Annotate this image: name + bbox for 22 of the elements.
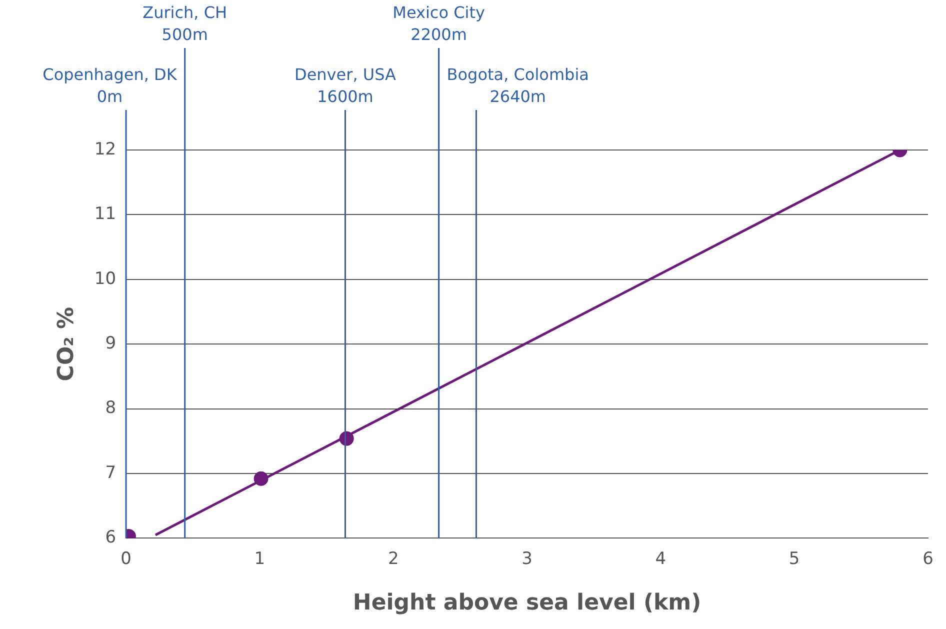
- y-tick-label: 8: [105, 398, 116, 418]
- x-tick-label: 1: [254, 548, 266, 569]
- x-tick-label: 2: [388, 548, 399, 569]
- y-tick-label: 12: [94, 139, 116, 160]
- y-tick-label: 7: [105, 462, 116, 483]
- x-tick-label: 3: [522, 548, 532, 569]
- y-tick-label: 6: [105, 528, 116, 548]
- y-axis-title: CO₂ %: [54, 307, 79, 382]
- x-tick-label: 0: [120, 548, 132, 569]
- ref-line-label: Zurich, CH 500m: [142, 3, 228, 44]
- y-tick-label: 10: [94, 268, 116, 289]
- ref-line-label: Denver, USA 1600m: [294, 65, 396, 106]
- point: [254, 471, 268, 486]
- ref-line-label: Mexico City 2200m: [392, 3, 485, 44]
- x-tick-label: 5: [788, 548, 800, 569]
- y-tick-label: 9: [105, 334, 116, 354]
- y-tick-label: 11: [94, 204, 116, 224]
- ref-line-label: Bogota, Colombia 2640m: [446, 65, 589, 106]
- x-axis-title: Height above sea level (km): [352, 590, 702, 616]
- x-tick-label: 6: [922, 548, 934, 569]
- x-tick-label: 4: [655, 548, 666, 569]
- ref-line-label: Copenhagen, DK 0m: [42, 65, 178, 106]
